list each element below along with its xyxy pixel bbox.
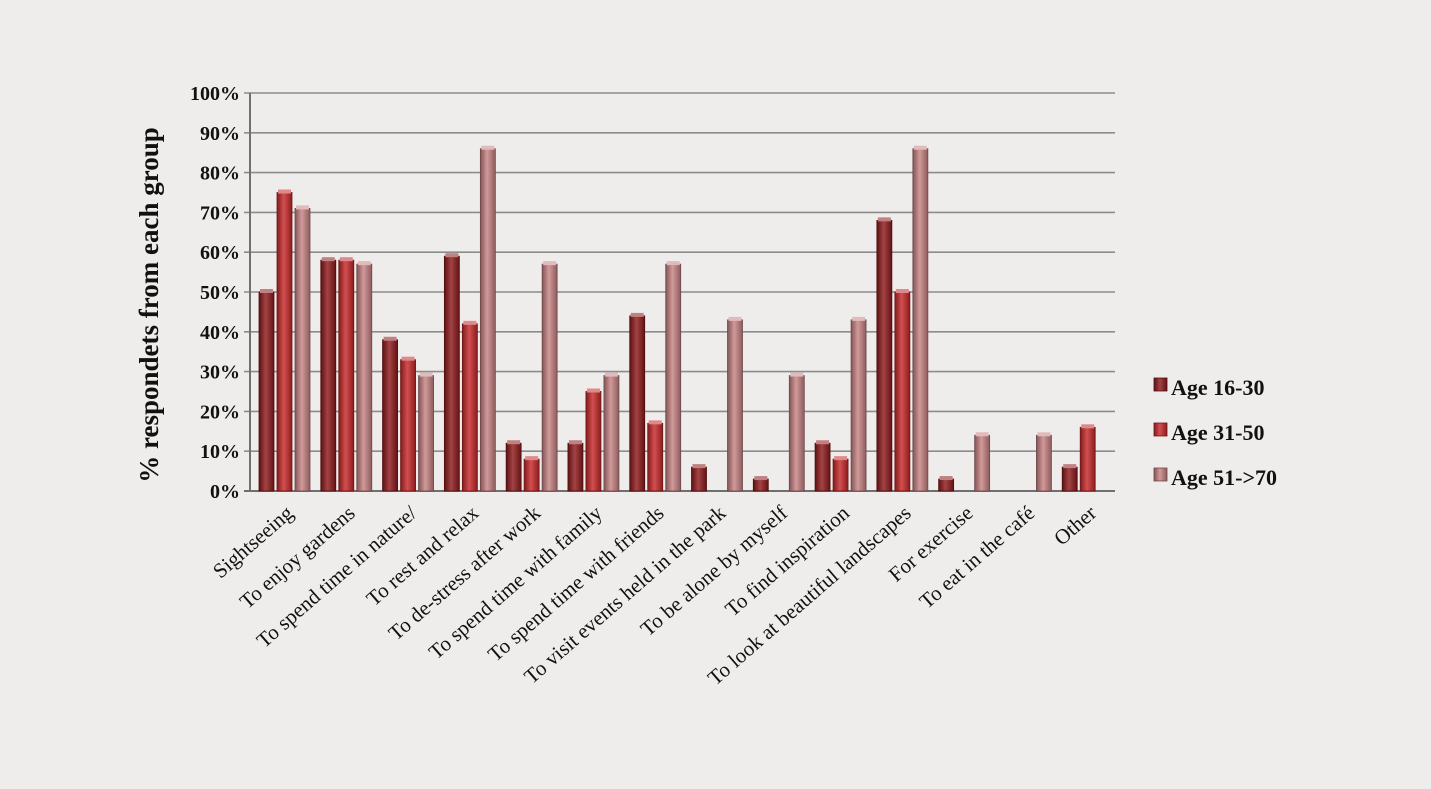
bar-age-31-50 xyxy=(338,259,355,492)
bar-age-31-50 xyxy=(461,323,478,492)
bar-age-51-70 xyxy=(850,319,867,492)
bar-age-16-30 xyxy=(752,478,769,492)
bar-age-51-70 xyxy=(418,375,434,492)
y-tick-label: 50% xyxy=(200,282,240,304)
bar-age-31-50 xyxy=(1079,426,1096,492)
bar-age-16-30 xyxy=(629,315,646,492)
bar-cap xyxy=(321,257,335,262)
bar-age-51-70 xyxy=(541,263,558,492)
bar-age-31-50 xyxy=(276,192,293,492)
bar-cap xyxy=(728,316,742,321)
bar-age-51-70 xyxy=(788,375,805,492)
bar-age-31-50 xyxy=(832,458,849,492)
bar-age-51-70 xyxy=(974,434,991,492)
bar-age-31-50 xyxy=(585,391,602,492)
bar-cap xyxy=(895,289,909,293)
bar-cap xyxy=(1037,432,1051,437)
bar-age-16-30 xyxy=(876,219,893,492)
bars xyxy=(258,145,1096,492)
bar-cap xyxy=(604,372,618,377)
bar-cap xyxy=(543,261,557,266)
y-tick-label: 0% xyxy=(210,481,240,503)
bar-cap xyxy=(877,217,891,222)
legend: Age 16-30 Age 31-50 Age 51->70 xyxy=(1153,375,1277,490)
bar-cap xyxy=(648,420,662,425)
bar-cap xyxy=(525,456,539,461)
bar-cap xyxy=(1081,424,1095,429)
bar-age-51-70 xyxy=(1036,434,1052,492)
bar-cap xyxy=(754,476,768,481)
legend-swatch xyxy=(1153,377,1168,392)
bar-age-16-30 xyxy=(258,291,275,492)
bar-cap xyxy=(666,261,680,266)
y-tick-labels: 0% 10% 20% 30% 40% 50% 60% 70% 80% 90% 100% xyxy=(190,83,240,503)
legend-label: Age 31-50 xyxy=(1171,420,1264,445)
bar-age-51-70 xyxy=(665,263,682,492)
bar-cap xyxy=(568,440,582,445)
bar-age-16-30 xyxy=(320,259,337,492)
bar-age-16-30 xyxy=(505,442,522,492)
bar-cap xyxy=(816,440,830,445)
bar-age-16-30 xyxy=(814,442,831,492)
category-label: Other xyxy=(1049,501,1101,550)
bar-age-31-50 xyxy=(647,422,664,492)
bar-cap xyxy=(630,312,644,317)
bar-cap xyxy=(975,432,989,437)
bar-cap xyxy=(463,320,477,325)
bar-age-51-70 xyxy=(479,148,496,492)
bar-cap xyxy=(339,257,353,262)
y-tick-label: 90% xyxy=(200,123,240,145)
y-tick-label: 30% xyxy=(200,362,240,384)
bar-age-31-50 xyxy=(523,458,540,492)
y-tick-label: 20% xyxy=(200,401,240,423)
bar-cap xyxy=(913,145,927,150)
bar-age-51-70 xyxy=(294,208,311,492)
bar-cap xyxy=(586,388,600,393)
bar-age-51-70 xyxy=(727,319,743,492)
bar-cap xyxy=(1063,464,1077,469)
y-tick-label: 80% xyxy=(200,163,240,185)
bar-age-16-30 xyxy=(382,339,398,492)
legend-swatch xyxy=(1153,422,1168,437)
bar-age-16-30 xyxy=(1061,466,1078,492)
legend-label: Age 16-30 xyxy=(1171,375,1264,400)
y-axis-title: % respondets from each group xyxy=(134,127,164,483)
y-tick-label: 10% xyxy=(200,441,240,463)
y-tick-label: 70% xyxy=(200,202,240,224)
bar-cap xyxy=(481,145,495,150)
bar-age-16-30 xyxy=(443,255,460,492)
y-tick-label: 100% xyxy=(190,83,240,105)
bar-age-51-70 xyxy=(912,148,929,492)
y-tick-label: 60% xyxy=(200,242,240,264)
bar-age-16-30 xyxy=(567,442,584,492)
bar-cap xyxy=(419,372,433,377)
bar-cap xyxy=(357,261,371,266)
legend-label: Age 51->70 xyxy=(1171,465,1277,490)
bar-cap xyxy=(692,464,706,469)
bar-age-51-70 xyxy=(603,375,620,492)
bar-cap xyxy=(260,289,273,293)
bar-cap xyxy=(383,336,397,341)
bar-cap xyxy=(401,356,415,361)
bar-age-51-70 xyxy=(356,263,373,492)
bar-cap xyxy=(507,440,521,445)
bar-cap xyxy=(939,476,953,481)
bar-age-31-50 xyxy=(894,291,911,492)
legend-swatch xyxy=(1153,467,1168,482)
bar-cap xyxy=(790,372,804,377)
bar-cap xyxy=(834,456,848,461)
bar-cap xyxy=(445,253,459,258)
bar-cap xyxy=(296,205,309,210)
bar-cap xyxy=(852,316,866,321)
bar-age-16-30 xyxy=(691,466,707,492)
y-tick-label: 40% xyxy=(200,322,240,344)
bar-age-16-30 xyxy=(938,478,955,492)
bar-cap xyxy=(278,189,291,194)
bar-age-31-50 xyxy=(400,359,416,492)
